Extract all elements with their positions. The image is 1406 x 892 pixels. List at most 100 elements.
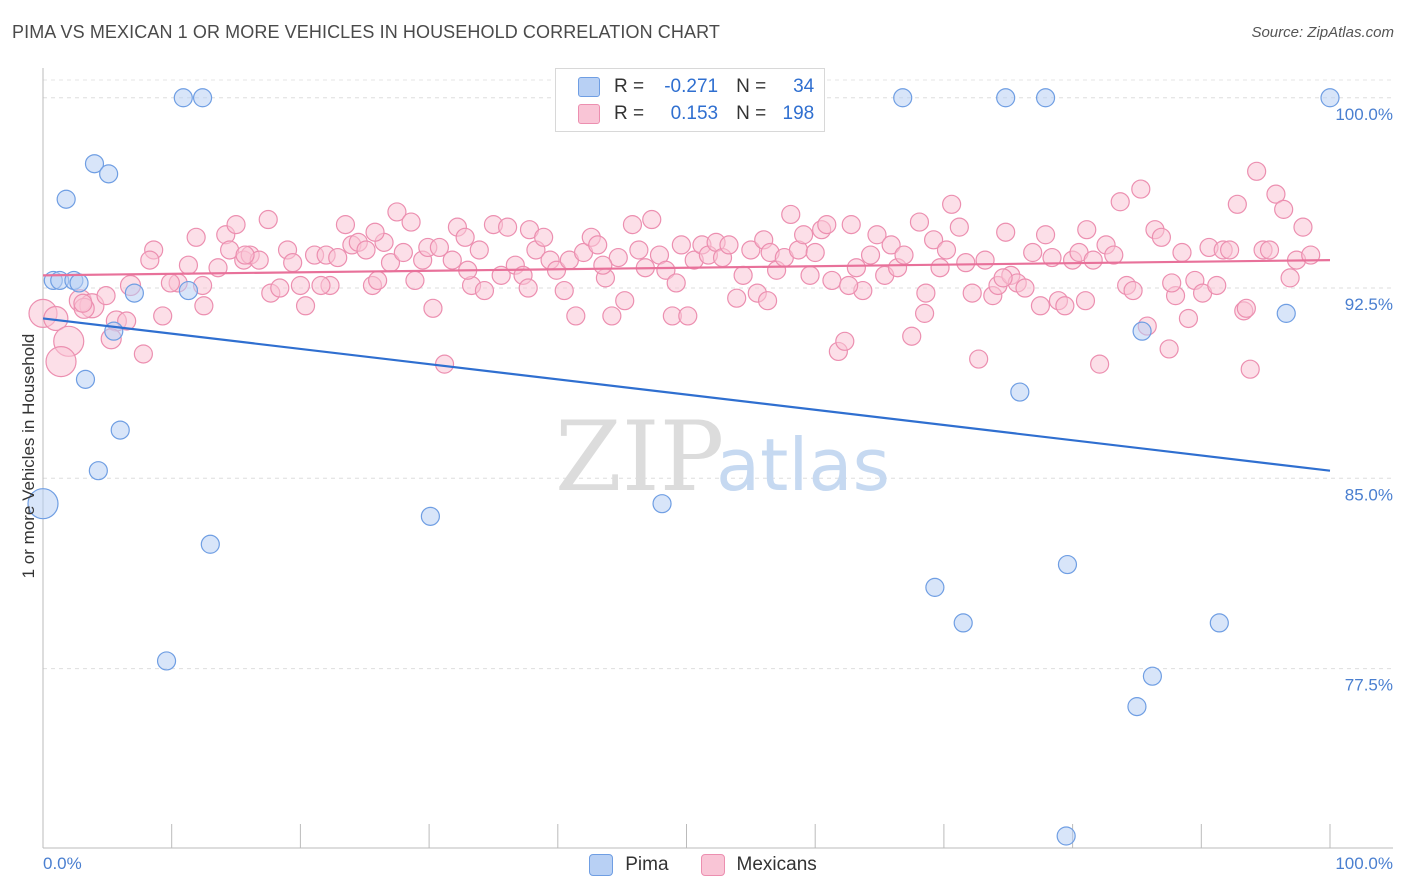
- mexicans-point: [1090, 354, 1110, 374]
- mexicans-point: [993, 268, 1013, 288]
- mexicans-point: [817, 215, 837, 235]
- mexicans-point: [593, 255, 613, 275]
- pima-point: [124, 283, 144, 303]
- mexicans-point: [1159, 339, 1179, 359]
- mexicans-point: [839, 275, 859, 296]
- mexicans-point: [1035, 225, 1056, 245]
- mexicans-point: [423, 298, 443, 318]
- mexicans-point: [335, 215, 356, 235]
- mexicans-point: [1083, 250, 1103, 270]
- legend-item-pima[interactable]: Pima: [589, 852, 669, 878]
- pima-point: [200, 534, 220, 554]
- mexicans-point: [1172, 242, 1192, 263]
- pima-point: [27, 488, 59, 520]
- mexicans-point: [365, 222, 385, 242]
- x-tick-label-min: 0.0%: [43, 854, 82, 873]
- mexicans-point: [1274, 199, 1294, 219]
- pima-point: [56, 189, 76, 209]
- pima-point: [69, 273, 89, 293]
- mexicans-point: [622, 215, 643, 235]
- trend-lines: [42, 259, 1331, 472]
- stats-legend: R = -0.271 N = 34 R = 0.153 N = 198: [555, 68, 825, 132]
- mexicans-point: [916, 283, 936, 303]
- mexicans-point: [1042, 247, 1062, 268]
- legend-n-label: N =: [736, 76, 767, 97]
- pima-point: [99, 164, 119, 184]
- y-tick-label: 77.5%: [1345, 676, 1393, 695]
- legend-item-mexicans[interactable]: Mexicans: [700, 852, 817, 878]
- mexicans-point: [1236, 298, 1256, 318]
- mexicans-point: [393, 242, 413, 263]
- mexicans-point: [962, 283, 982, 303]
- mexicans-point: [96, 286, 116, 306]
- mexicans-point: [867, 225, 887, 245]
- mexicans-point: [258, 209, 278, 230]
- mexicans-point: [1123, 280, 1143, 301]
- mexicans-swatch: [578, 104, 600, 124]
- mexicans-point: [1280, 268, 1300, 288]
- mexicans-point: [902, 326, 922, 346]
- mexicans-point: [1110, 192, 1130, 212]
- mexicans-point: [909, 212, 930, 232]
- mexicans-point: [1207, 275, 1227, 296]
- mexicans-point: [846, 258, 866, 278]
- legend-row-pima: R = -0.271 N = 34: [578, 75, 814, 99]
- mexicans-point: [1240, 359, 1260, 379]
- pima-point: [75, 369, 96, 389]
- mexicans-point: [678, 306, 698, 326]
- mexicans-point: [429, 237, 449, 258]
- pima-point: [953, 613, 973, 633]
- mexicans-point: [733, 265, 753, 285]
- mexicans-point: [996, 222, 1016, 242]
- pima-point: [893, 88, 913, 108]
- pima-point: [652, 494, 672, 514]
- pima-point: [420, 506, 440, 526]
- mexicans-point: [290, 275, 310, 296]
- mexicans-point: [328, 247, 348, 268]
- mexicans-point: [860, 245, 881, 265]
- pima-point: [178, 280, 199, 301]
- pima-point: [1320, 88, 1340, 108]
- pima-point: [88, 461, 108, 481]
- pima-point: [84, 154, 105, 174]
- mexicans-point: [881, 235, 901, 255]
- pima-legend-swatch: [589, 854, 614, 876]
- mexicans-point: [800, 265, 820, 285]
- mexicans-point: [387, 202, 407, 222]
- mexicans-point: [153, 306, 173, 326]
- mexicans-point: [969, 349, 989, 369]
- mexicans-point: [554, 280, 574, 301]
- pima-point: [1057, 554, 1078, 575]
- mexicans-point: [956, 253, 976, 273]
- mexicans-point: [455, 227, 475, 247]
- mexicans-point: [894, 245, 914, 265]
- mexicans-point: [235, 245, 255, 265]
- mexicans-point: [629, 240, 649, 260]
- mexicans-point: [975, 250, 995, 270]
- mexicans-point: [283, 253, 303, 273]
- mexicans-point: [534, 227, 554, 247]
- mexicans-points: [28, 161, 1321, 379]
- mexicans-point: [914, 303, 935, 323]
- watermark-atlas: atlas: [716, 423, 890, 507]
- mexicans-point: [930, 258, 950, 278]
- mexicans-point: [656, 260, 676, 280]
- mexicans-point: [588, 235, 608, 255]
- mexicans-point: [822, 270, 842, 291]
- mexicans-point: [518, 278, 538, 298]
- mexicans-legend-label: Mexicans: [736, 854, 817, 875]
- source-label: Source: ZipAtlas.com: [1251, 24, 1394, 41]
- mexicans-point: [727, 288, 747, 308]
- y-tick-label: 100.0%: [1335, 105, 1393, 124]
- mexicans-point: [133, 344, 153, 364]
- y-axis-label: 1 or more Vehicles in Household: [19, 334, 38, 579]
- mexicans-point: [469, 240, 489, 260]
- legend-row-mexicans: R = 0.153 N = 198: [578, 102, 814, 126]
- mexicans-point: [602, 306, 622, 326]
- mexicans-point: [194, 296, 214, 316]
- x-tick-label-max: 100.0%: [1335, 854, 1393, 873]
- mexicans-point: [178, 255, 199, 275]
- mexicans-point: [226, 215, 246, 235]
- y-tick-label: 92.5%: [1345, 295, 1393, 314]
- mexicans-point: [841, 215, 861, 235]
